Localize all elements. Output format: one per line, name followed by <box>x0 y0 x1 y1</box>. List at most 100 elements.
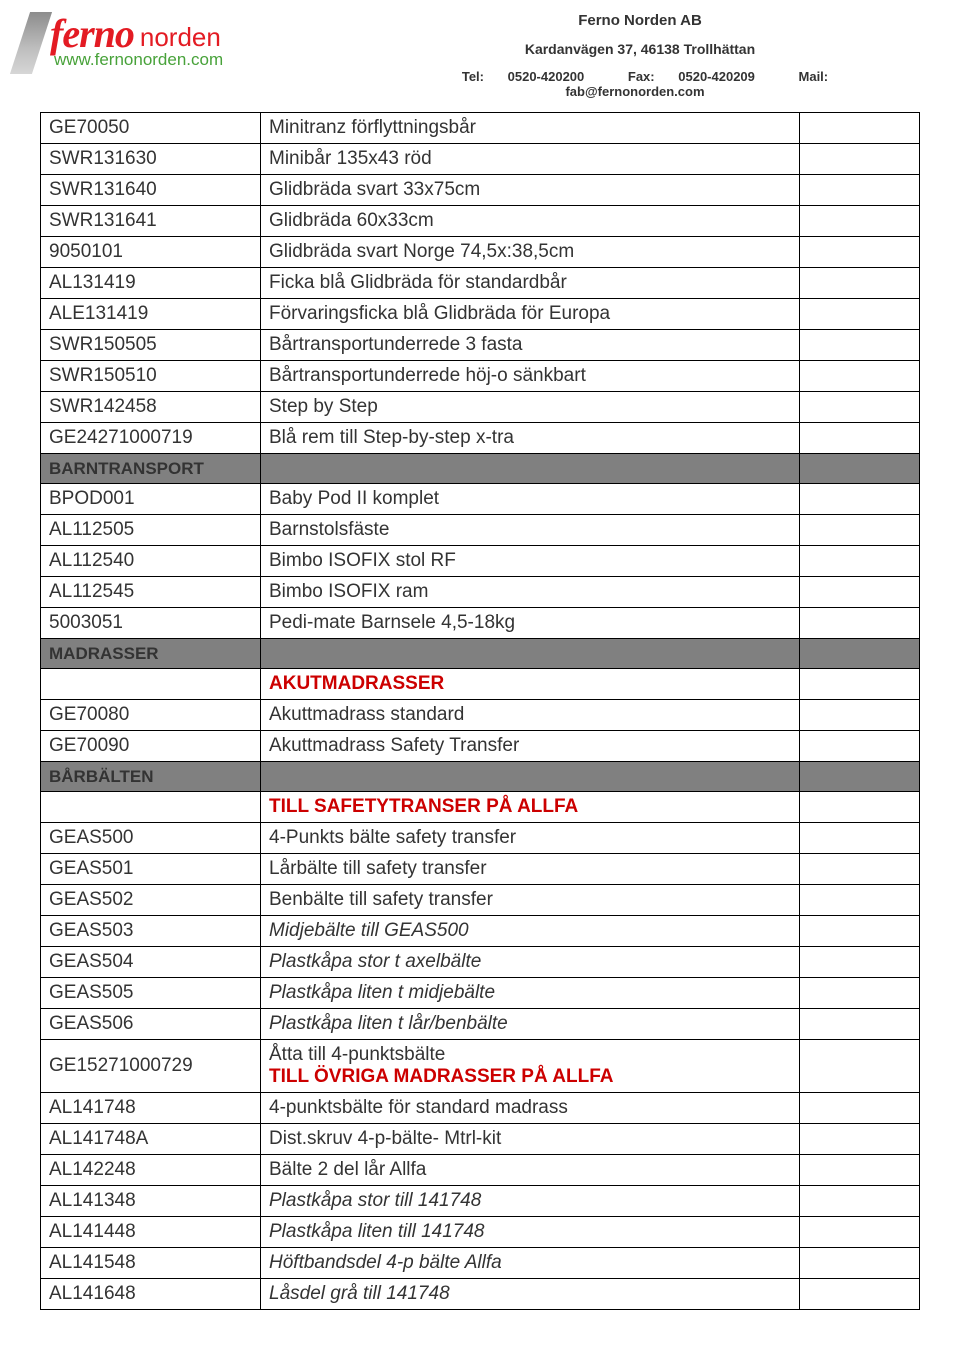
table-row: GEAS504Plastkåpa stor t axelbälte <box>41 947 920 978</box>
product-code: GEAS505 <box>41 978 261 1009</box>
product-desc-text: Barnstolsfäste <box>269 519 389 540</box>
logo-url: www.fernonorden.com <box>54 50 223 70</box>
section-row: BÅRBÄLTEN <box>41 762 920 792</box>
product-code: SWR150505 <box>41 330 261 361</box>
table-row: SWR150510 Bårtransportunderrede höj-o sän… <box>41 361 920 392</box>
table-row: SWR131640Glidbräda svart 33x75cm <box>41 175 920 206</box>
product-code: AL112540 <box>41 546 261 577</box>
product-col3-empty <box>800 1248 920 1279</box>
product-code: AL141748A <box>41 1124 261 1155</box>
product-desc: Bimbo ISOFIX stol RF <box>261 546 800 577</box>
product-desc: Plastkåpa stor till 141748 <box>261 1186 800 1217</box>
product-code: GE70090 <box>41 731 261 762</box>
table-row: AL141448 Plastkåpa liten till 141748 <box>41 1217 920 1248</box>
product-desc-text: Åtta till 4-punktsbälte <box>269 1044 445 1065</box>
product-code: SWR131630 <box>41 144 261 175</box>
table-row: 5003051Pedi-mate Barnsele 4,5-18kg <box>41 608 920 639</box>
heading-desc: AKUTMADRASSER <box>261 669 800 700</box>
product-desc-text: Lårbälte till safety transfer <box>269 858 487 879</box>
product-code: AL141448 <box>41 1217 261 1248</box>
product-col3-empty <box>800 731 920 762</box>
product-desc-text: Bimbo ISOFIX ram <box>269 581 428 602</box>
product-desc: Åtta till 4-punktsbälteTILL ÖVRIGA MADRA… <box>261 1040 800 1093</box>
product-col3-empty <box>800 1279 920 1310</box>
table-row: GE15271000729Åtta till 4-punktsbälteTILL… <box>41 1040 920 1093</box>
product-col3-empty <box>800 823 920 854</box>
product-desc: Step by Step <box>261 392 800 423</box>
product-col3-empty <box>800 608 920 639</box>
product-desc-text: Bårtransportunderrede höj-o sänkbart <box>269 365 586 386</box>
product-desc-text: Förvaringsficka blå Glidbräda för Europa <box>269 303 610 324</box>
table-row: ALE131419Förvaringsficka blå Glidbräda f… <box>41 299 920 330</box>
product-code: GEAS503 <box>41 916 261 947</box>
product-desc: 4-Punkts bälte safety transfer <box>261 823 800 854</box>
section-col3-empty <box>800 454 920 484</box>
product-code: GEAS506 <box>41 1009 261 1040</box>
company-contact: Tel: 0520-420200 Fax: 0520-420209 Mail: … <box>360 69 920 99</box>
product-desc: Glidbräda svart Norge 74,5x:38,5cm <box>261 237 800 268</box>
product-desc-text: Dist.skruv 4-p-bälte- Mtrl-kit <box>269 1128 501 1149</box>
product-col3-empty <box>800 515 920 546</box>
product-desc-text: Låsdel grå till 141748 <box>269 1283 450 1304</box>
product-code: SWR150510 <box>41 361 261 392</box>
product-desc-text: Blå rem till Step-by-step x-tra <box>269 427 514 448</box>
product-desc: Plastkåpa liten till 141748 <box>261 1217 800 1248</box>
product-desc-text: Plastkåpa liten till 141748 <box>269 1221 484 1242</box>
table-row: AL112545 Bimbo ISOFIX ram <box>41 577 920 608</box>
company-name: Ferno Norden AB <box>360 12 920 29</box>
product-desc-text: 4-Punkts bälte safety transfer <box>269 827 516 848</box>
product-desc: Benbälte till safety transfer <box>261 885 800 916</box>
table-row: GE70080Akuttmadrass standard <box>41 700 920 731</box>
product-code: SWR142458 <box>41 392 261 423</box>
product-desc-text: Glidbräda 60x33cm <box>269 210 434 231</box>
product-code: SWR131640 <box>41 175 261 206</box>
product-desc-text: Akuttmadrass standard <box>269 704 464 725</box>
product-col3-empty <box>800 947 920 978</box>
product-col3-empty <box>800 1217 920 1248</box>
table-row: AL141748A Dist.skruv 4-p-bälte- Mtrl-kit <box>41 1124 920 1155</box>
table-row: AL142248Bälte 2 del lår Allfa <box>41 1155 920 1186</box>
product-desc-text: Baby Pod II komplet <box>269 488 439 509</box>
product-desc: Bårtransportunderrede höj-o sänkbart <box>261 361 800 392</box>
section-col3-empty <box>800 639 920 669</box>
section-row: MADRASSER <box>41 639 920 669</box>
product-col3-empty <box>800 113 920 144</box>
table-row: AL131419Ficka blå Glidbräda för standard… <box>41 268 920 299</box>
logo: ferno norden www.fernonorden.com <box>20 12 340 74</box>
product-code: AL141348 <box>41 1186 261 1217</box>
product-desc: Baby Pod II komplet <box>261 484 800 515</box>
page: ferno norden www.fernonorden.com Ferno N… <box>0 0 960 1350</box>
table-row: AL112505 Barnstolsfäste <box>41 515 920 546</box>
product-code: GE15271000729 <box>41 1040 261 1093</box>
company-address: Kardanvägen 37, 46138 Trollhättan <box>360 41 920 57</box>
product-desc-text: Glidbräda svart Norge 74,5x:38,5cm <box>269 241 574 262</box>
product-code: SWR131641 <box>41 206 261 237</box>
heading-desc: TILL SAFETYTRANSER PÅ ALLFA <box>261 792 800 823</box>
table-row: SWR142458Step by Step <box>41 392 920 423</box>
product-code: AL141748 <box>41 1093 261 1124</box>
fax-label: Fax: <box>628 69 655 84</box>
table-row: 9050101Glidbräda svart Norge 74,5x:38,5c… <box>41 237 920 268</box>
product-col3-empty <box>800 700 920 731</box>
product-table: GE70050Minitranz förflyttningsbårSWR1316… <box>40 112 920 1310</box>
product-desc-text: Midjebälte till GEAS500 <box>269 920 469 941</box>
product-code: GEAS502 <box>41 885 261 916</box>
product-desc-text: 4-punktsbälte för standard madrass <box>269 1097 568 1118</box>
product-desc-text: Pedi-mate Barnsele 4,5-18kg <box>269 612 515 633</box>
table-row: AL141348Plastkåpa stor till 141748 <box>41 1186 920 1217</box>
heading-col3-empty <box>800 669 920 700</box>
product-desc: Lårbälte till safety transfer <box>261 854 800 885</box>
product-desc-text: Plastkåpa liten t midjebälte <box>269 982 495 1003</box>
product-desc: Bimbo ISOFIX ram <box>261 577 800 608</box>
table-row: AL141548Höftbandsdel 4-p bälte Allfa <box>41 1248 920 1279</box>
heading-col3-empty <box>800 792 920 823</box>
product-code: AL112545 <box>41 577 261 608</box>
product-desc-text: Benbälte till safety transfer <box>269 889 493 910</box>
section-desc-empty <box>261 454 800 484</box>
product-code: GE70050 <box>41 113 261 144</box>
product-col3-empty <box>800 484 920 515</box>
table-row: SWR131630Minibår 135x43 röd <box>41 144 920 175</box>
product-code: AL112505 <box>41 515 261 546</box>
header-info: Ferno Norden AB Kardanvägen 37, 46138 Tr… <box>360 12 920 111</box>
page-header: ferno norden www.fernonorden.com Ferno N… <box>40 12 920 106</box>
